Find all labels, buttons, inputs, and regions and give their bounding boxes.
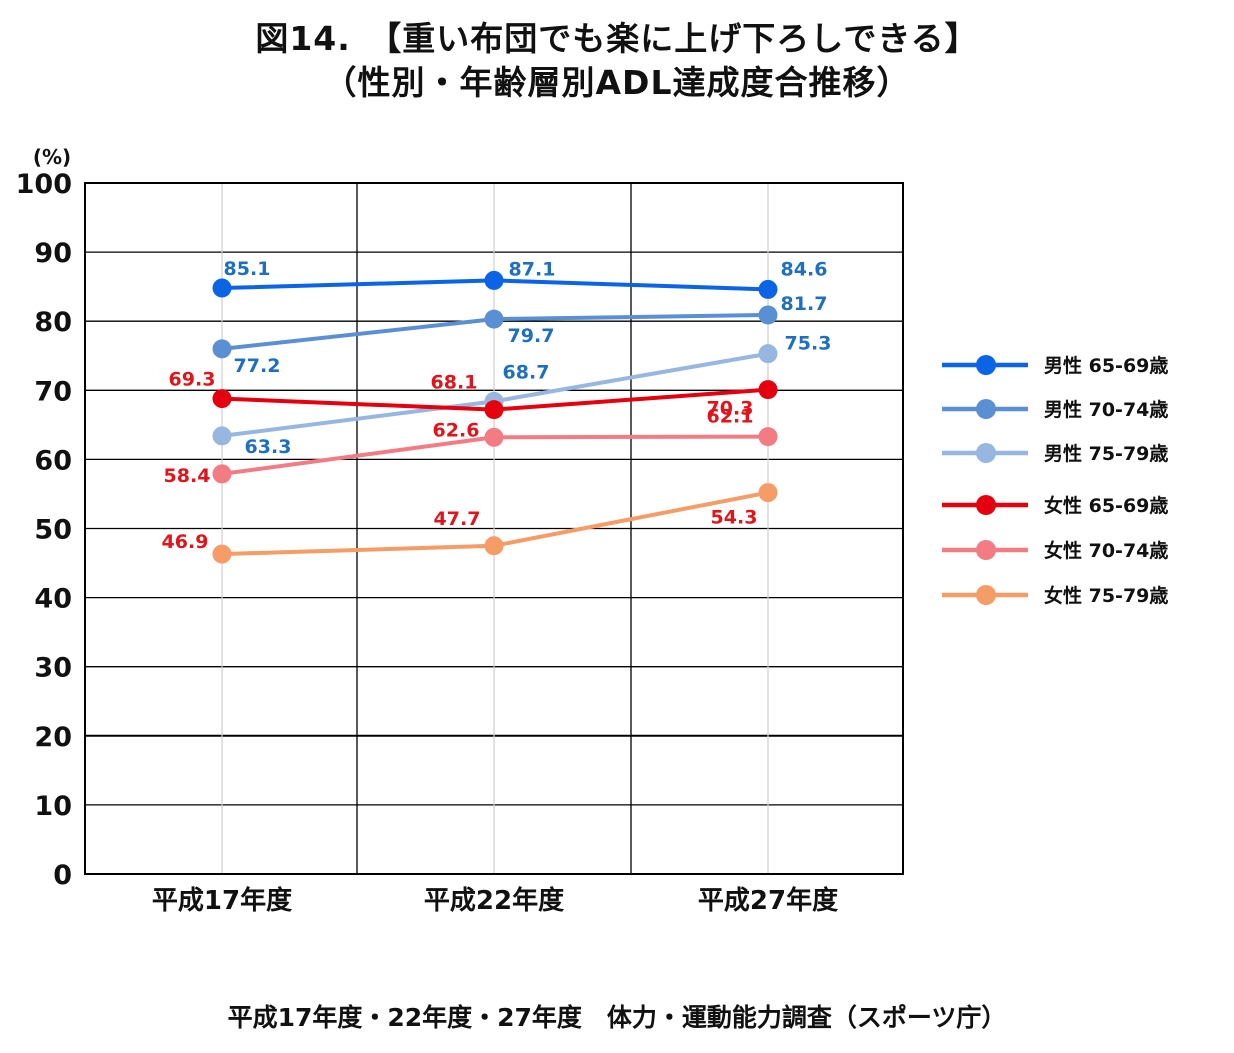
series-1-point-3 (758, 279, 778, 299)
data-label-s4-2: 68.1 (431, 372, 478, 394)
series-2-point-3 (758, 305, 778, 325)
series-2-point-1 (212, 339, 232, 359)
data-label-s4-3: 70.3 (707, 398, 754, 420)
legend-marker-5 (976, 540, 996, 560)
legend-label-2: 男性 70-74歳 (1044, 398, 1168, 421)
data-label-s5-3: 62.1 (707, 406, 754, 428)
y-tick-label-20: 20 (34, 722, 72, 753)
y-tick-label-90: 90 (34, 238, 72, 269)
data-label-s3-1: 63.3 (245, 436, 292, 458)
series-4-point-2 (484, 400, 504, 420)
series-3-point-3 (758, 344, 778, 364)
series-6-point-1 (212, 544, 232, 564)
data-label-s1-2: 87.1 (509, 258, 556, 280)
legend-label-6: 女性 75-79歳 (1044, 584, 1168, 607)
y-tick-label-60: 60 (34, 445, 72, 476)
series-2-point-2 (484, 309, 504, 329)
series-1-point-2 (484, 270, 504, 290)
data-label-s5-1: 58.4 (164, 465, 211, 487)
data-label-s1-1: 85.1 (224, 258, 271, 280)
series-5-point-1 (212, 464, 232, 484)
y-tick-label-0: 0 (53, 860, 72, 891)
y-tick-label-70: 70 (34, 376, 72, 407)
y-tick-label-30: 30 (34, 653, 72, 684)
y-tick-label-50: 50 (34, 515, 72, 546)
series-1-point-1 (212, 278, 232, 298)
series-5-point-3 (758, 427, 778, 447)
series-3-point-1 (212, 426, 232, 446)
series-4-point-3 (758, 380, 778, 400)
x-tick-label-1: 平成17年度 (152, 885, 292, 916)
data-label-s6-3: 54.3 (711, 507, 758, 529)
plot-frame (84, 182, 904, 875)
x-tick-label-2: 平成22年度 (424, 885, 564, 916)
y-axis-unit: (%) (33, 145, 71, 169)
legend-label-1: 男性 65-69歳 (1044, 354, 1168, 377)
data-label-s3-2: 68.7 (503, 361, 550, 383)
y-tick-label-80: 80 (34, 307, 72, 338)
data-label-s3-3: 75.3 (785, 333, 832, 355)
legend-label-5: 女性 70-74歳 (1044, 539, 1168, 562)
data-label-s2-1: 77.2 (234, 355, 281, 377)
legend-label-3: 男性 75-79歳 (1044, 442, 1168, 465)
legend-marker-3 (976, 443, 996, 463)
legend-label-4: 女性 65-69歳 (1044, 494, 1168, 517)
data-label-s1-3: 84.6 (781, 258, 828, 280)
y-tick-label-40: 40 (34, 584, 72, 615)
series-6-point-2 (484, 536, 504, 556)
series-6-point-3 (758, 483, 778, 503)
data-label-s6-2: 47.7 (434, 508, 481, 530)
legend-marker-6 (976, 585, 996, 605)
data-label-s2-3: 81.7 (781, 293, 828, 315)
legend-marker-1 (976, 355, 996, 375)
source-note: 平成17年度・22年度・27年度 体力・運動能力調査（スポーツ庁） (227, 1003, 1007, 1032)
chart-subtitle: （性別・年齢層別ADL達成度合推移） (323, 63, 911, 102)
data-label-s2-2: 79.7 (508, 325, 555, 347)
y-tick-label-100: 100 (16, 169, 72, 200)
y-tick-label-10: 10 (34, 791, 72, 822)
legend-marker-2 (976, 399, 996, 419)
data-label-s5-2: 62.6 (433, 419, 480, 441)
series-4-point-1 (212, 389, 232, 409)
x-tick-label-3: 平成27年度 (698, 885, 838, 916)
data-label-s6-1: 46.9 (162, 531, 209, 553)
chart-title: 図14. 【重い布団でも楽に上げ下ろしできる】 (255, 19, 979, 58)
legend-marker-4 (976, 495, 996, 515)
series-5-point-2 (484, 427, 504, 447)
data-label-s4-1: 69.3 (169, 369, 216, 391)
